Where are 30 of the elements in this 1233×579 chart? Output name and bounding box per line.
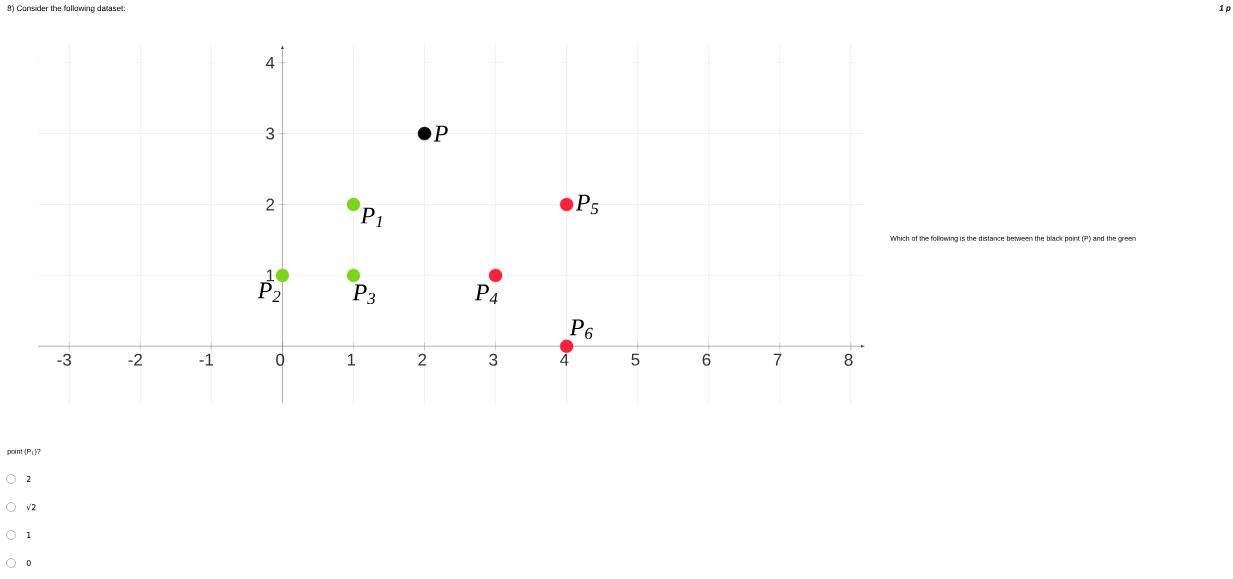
y-tick-label: 1 <box>266 269 275 282</box>
x-tick-label: 4 <box>560 353 569 366</box>
y-tick-label: 3 <box>266 127 275 140</box>
annotation: P$_{4}$ <box>474 284 498 304</box>
annotation: P$_{6}$ <box>569 319 593 340</box>
x-tick-label: 0 <box>276 353 285 366</box>
annotation: P$_{3}$ <box>352 284 376 305</box>
x-tick-label: 7 <box>773 353 782 366</box>
point <box>346 268 361 283</box>
annotation: P$_{1}$ <box>360 207 382 228</box>
x-tick-label: 2 <box>418 353 427 366</box>
x-tick-label: 8 <box>844 353 853 366</box>
point <box>559 197 574 212</box>
x-tick-label: 1 <box>347 353 356 366</box>
point <box>417 126 432 141</box>
x-tick-label: 3 <box>489 353 498 366</box>
annotation: P <box>433 125 448 142</box>
point <box>559 339 574 353</box>
y-tick-label: 4 <box>265 56 275 69</box>
point <box>275 268 290 283</box>
y-tick-label: 2 <box>266 198 275 211</box>
x-tick-label: -3 <box>57 353 72 366</box>
annotation: P$_{5}$ <box>575 194 599 215</box>
x-tick-label: 6 <box>702 353 711 366</box>
x-tick-label: -2 <box>128 353 142 366</box>
point <box>488 268 503 283</box>
annotation: P$_{2}$ <box>257 282 281 302</box>
x-tick-label: 5 <box>631 353 640 366</box>
point <box>346 197 361 212</box>
x-tick-label: -1 <box>199 353 214 366</box>
